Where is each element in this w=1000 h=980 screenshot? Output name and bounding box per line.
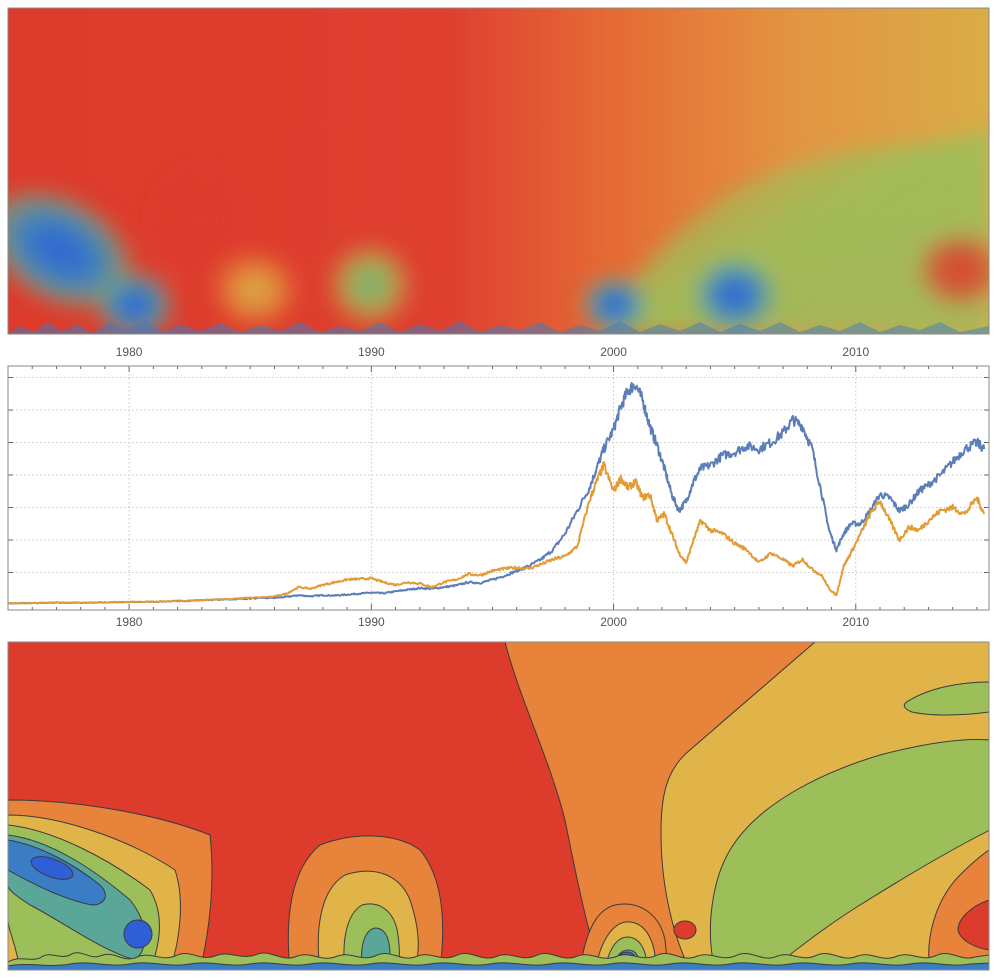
scalogram-low-region-1979	[95, 270, 175, 334]
line-chart-tick-label: 2000	[600, 615, 627, 629]
scalogram-panel: 1980 1990 2000 2010	[7, 7, 990, 359]
contour-region-green-right	[709, 739, 989, 970]
line-chart-panel: 1980 1990 2000 2010	[7, 365, 990, 629]
contour-fine-scale-fringe-inner	[8, 962, 989, 970]
line-chart-series	[8, 382, 986, 605]
scalogram-region-2013	[915, 230, 989, 310]
scalogram-fine-scale-noise	[8, 320, 989, 334]
scalogram-region-1985	[210, 250, 300, 330]
scalogram-region-1990	[325, 240, 415, 330]
line-chart-x-axis: 1980 1990 2000 2010	[116, 615, 870, 629]
line-series-1	[8, 382, 986, 605]
scalogram-low-region-1976	[8, 186, 139, 314]
line-series-2	[8, 461, 986, 605]
contour-frame	[7, 641, 990, 971]
contour-core-blue-1976	[30, 856, 74, 880]
scalogram-frame	[7, 7, 990, 335]
contour-lobe-red-2002	[673, 920, 697, 940]
line-chart-grid	[8, 366, 989, 610]
scalogram-tick-label: 2010	[842, 345, 869, 359]
line-chart-frame	[7, 365, 990, 611]
line-chart-tick-label: 1990	[358, 615, 385, 629]
scalogram-tick-label: 2000	[600, 345, 627, 359]
line-chart-tick-label: 2010	[842, 615, 869, 629]
scalogram-region-1983	[150, 160, 250, 280]
contour-lobe-red-2013	[957, 899, 989, 951]
scalogram-region-2005	[690, 255, 780, 334]
scalogram-x-axis: 1980 1990 2000 2010	[116, 345, 870, 359]
line-chart-tick-label: 1980	[116, 615, 143, 629]
scalogram-tick-label: 1980	[116, 345, 143, 359]
scalogram-tick-label: 1990	[358, 345, 385, 359]
contour-island-green-top-right	[903, 681, 989, 716]
contour-panel	[8, 642, 989, 970]
contour-core-blue-1979	[123, 919, 153, 949]
scalogram-region-1999	[580, 275, 650, 334]
